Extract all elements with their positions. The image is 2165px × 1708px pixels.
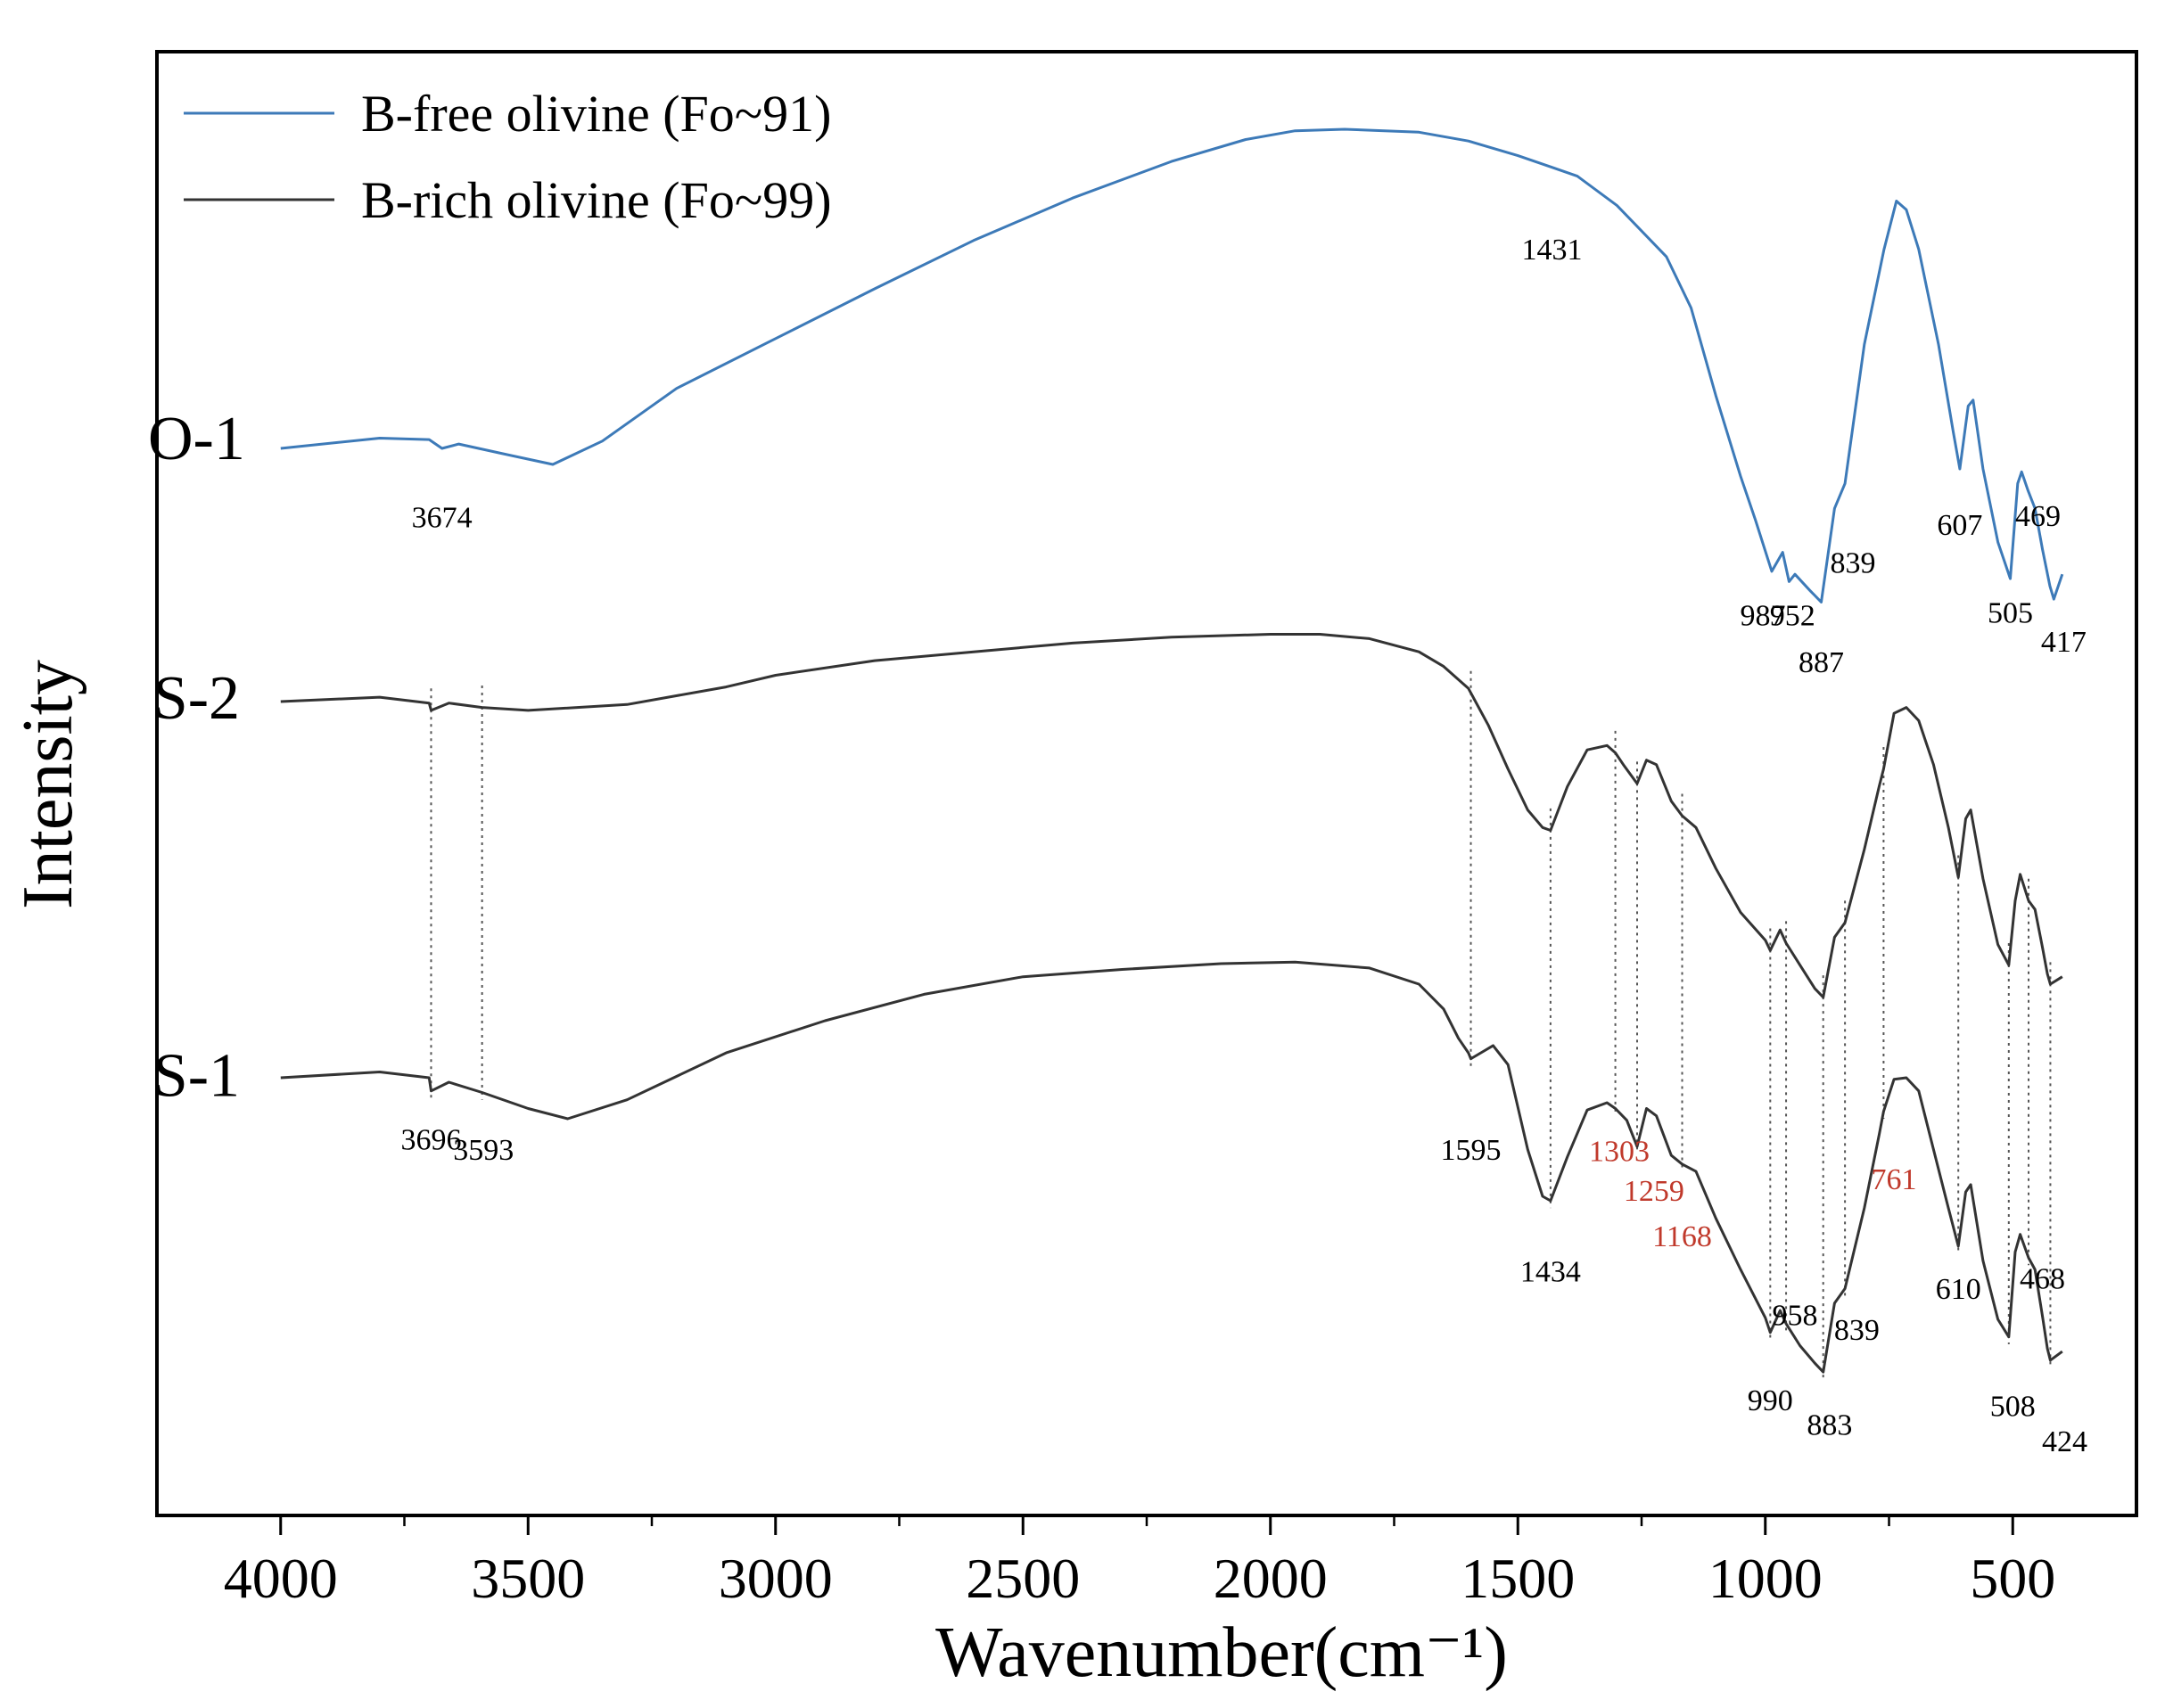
peak-label-1259-15: 1259 xyxy=(1624,1175,1684,1208)
series-line-s-1 xyxy=(280,960,2063,1374)
x-axis-title: Wavenumber(cm⁻¹) xyxy=(935,1614,1508,1692)
series-label-s-1: S-1 xyxy=(153,1041,240,1110)
peak-label-610-22: 610 xyxy=(1936,1273,1981,1306)
peak-label-1431-1: 1431 xyxy=(1522,234,1583,267)
guide-lines xyxy=(430,670,2052,1380)
peak-label-1303-14: 1303 xyxy=(1589,1136,1650,1169)
x-tick-label-1000: 1000 xyxy=(1708,1547,1823,1610)
peak-label-990-18: 990 xyxy=(1748,1384,1793,1417)
legend: B-free olivine (Fo~91) B-rich olivine (F… xyxy=(184,85,832,229)
series-line-o-1 xyxy=(280,127,2064,604)
peak-label-417-9: 417 xyxy=(2041,626,2087,659)
peak-label-883-20: 883 xyxy=(1807,1409,1852,1442)
peak-label-3674-0: 3674 xyxy=(412,502,473,535)
peak-label-469-7: 469 xyxy=(2015,500,2061,533)
peak-label-987-2: 987 xyxy=(1740,600,1785,633)
peak-label-839-5: 839 xyxy=(1830,547,1875,580)
x-tick-label-2500: 2500 xyxy=(966,1547,1080,1610)
x-tick-label-500: 500 xyxy=(1970,1547,2055,1610)
y-axis-title: Intensity xyxy=(9,660,87,909)
peak-label-952-3: 952 xyxy=(1770,600,1815,633)
x-tick-label-1500: 1500 xyxy=(1461,1547,1575,1610)
series-group xyxy=(280,127,2064,1374)
series-label-s-2: S-2 xyxy=(153,664,240,733)
peak-label-1434-13: 1434 xyxy=(1520,1255,1581,1288)
peak-label-3593-11: 3593 xyxy=(453,1134,514,1167)
peak-label-607-6: 607 xyxy=(1937,509,1982,542)
series-line-s-2 xyxy=(280,633,2063,999)
x-tick-label-3500: 3500 xyxy=(471,1547,585,1610)
peak-label-3696-10: 3696 xyxy=(400,1124,461,1157)
peak-label-1595-12: 1595 xyxy=(1441,1134,1502,1167)
peak-label-958-19: 958 xyxy=(1773,1300,1818,1333)
peak-label-424-25: 424 xyxy=(2042,1425,2087,1458)
legend-label-b-free: B-free olivine (Fo~91) xyxy=(361,85,831,143)
peak-label-505-8: 505 xyxy=(1988,596,2033,629)
x-axis: 4000 3500 3000 2500 2000 1500 1000 500 xyxy=(224,1515,2055,1610)
peak-label-508-24: 508 xyxy=(1990,1390,2036,1423)
x-tick-label-4000: 4000 xyxy=(224,1547,338,1610)
peak-label-887-4: 887 xyxy=(1799,646,1844,679)
x-tick-label-2000: 2000 xyxy=(1214,1547,1328,1610)
x-tick-label-3000: 3000 xyxy=(719,1547,833,1610)
series-label-o-1: O-1 xyxy=(148,405,245,473)
peak-label-468-23: 468 xyxy=(2020,1262,2065,1295)
peak-label-761-17: 761 xyxy=(1872,1163,1917,1196)
series-labels: O-1 S-2 S-1 xyxy=(148,405,245,1110)
peak-label-839-21: 839 xyxy=(1834,1314,1880,1347)
peak-label-1168-16: 1168 xyxy=(1652,1220,1712,1253)
legend-label-b-rich: B-rich olivine (Fo~99) xyxy=(361,171,832,229)
